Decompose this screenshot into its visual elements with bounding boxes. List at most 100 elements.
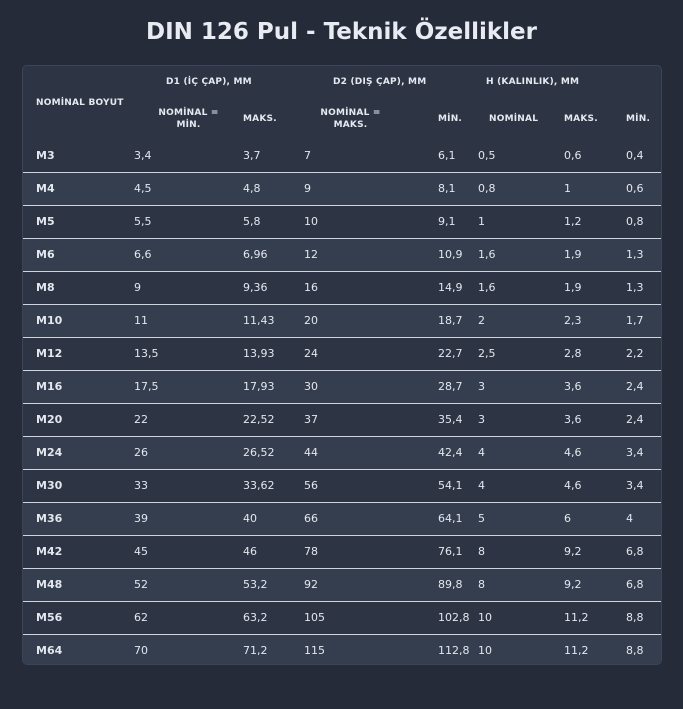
table-row: M30 33 33,62 56 54,1 4 4,6 3,4 xyxy=(23,468,661,502)
cell-d1-max: 9,36 xyxy=(243,270,304,304)
cell-h-min: 3,4 xyxy=(611,435,661,469)
cell-size: M48 xyxy=(23,567,134,601)
cell-d2-nominal-max: 56 xyxy=(304,468,423,502)
table-header: NOMİNAL BOYUT D1 (İÇ ÇAP), MM D2 (DIŞ ÇA… xyxy=(23,66,661,139)
cell-d2-min: 18,7 xyxy=(423,303,477,337)
cell-size: M20 xyxy=(23,402,134,436)
cell-d1-max: 4,8 xyxy=(243,171,304,205)
cell-size: M3 xyxy=(23,139,134,172)
cell-d1-max: 46 xyxy=(243,534,304,568)
cell-d1-nominal-min: 3,4 xyxy=(134,139,243,172)
cell-h-nominal: 8 xyxy=(476,567,552,601)
table-row: M24 26 26,52 44 42,4 4 4,6 3,4 xyxy=(23,435,661,469)
cell-size: M4 xyxy=(23,171,134,205)
cell-h-nominal: 5 xyxy=(476,501,552,535)
cell-d1-nominal-min: 11 xyxy=(134,303,243,337)
cell-size: M10 xyxy=(23,303,134,337)
cell-d2-nominal-max: 105 xyxy=(304,600,423,634)
header-d1-max: MAKS. xyxy=(243,113,277,124)
cell-d2-nominal-max: 20 xyxy=(304,303,423,337)
header-group-row: NOMİNAL BOYUT D1 (İÇ ÇAP), MM D2 (DIŞ ÇA… xyxy=(23,66,661,108)
cell-d2-nominal-max: 16 xyxy=(304,270,423,304)
table-row: M16 17,5 17,93 30 28,7 3 3,6 2,4 xyxy=(23,369,661,403)
table-row: M10 11 11,43 20 18,7 2 2,3 1,7 xyxy=(23,303,661,337)
cell-h-min: 6,8 xyxy=(611,534,661,568)
cell-d2-nominal-max: 10 xyxy=(304,204,423,238)
cell-size: M36 xyxy=(23,501,134,535)
header-sub-row: NOMİNAL = MİN. MAKS. NOMİNAL = MAKS. MİN… xyxy=(23,98,661,139)
cell-h-nominal: 2 xyxy=(476,303,552,337)
cell-d2-min: 9,1 xyxy=(423,204,477,238)
table-row: M48 52 53,2 92 89,8 8 9,2 6,8 xyxy=(23,567,661,601)
cell-d1-nominal-min: 26 xyxy=(134,435,243,469)
cell-size: M64 xyxy=(23,633,134,664)
spec-table: NOMİNAL BOYUT D1 (İÇ ÇAP), MM D2 (DIŞ ÇA… xyxy=(23,66,661,664)
cell-h-min: 1,3 xyxy=(611,237,661,271)
table-row: M20 22 22,52 37 35,4 3 3,6 2,4 xyxy=(23,402,661,436)
cell-d1-max: 3,7 xyxy=(243,139,304,172)
cell-size: M12 xyxy=(23,336,134,370)
cell-h-min: 1,3 xyxy=(611,270,661,304)
header-d2-min: MİN. xyxy=(438,113,463,124)
cell-d2-min: 10,9 xyxy=(423,237,477,271)
header-nominal-size: NOMİNAL BOYUT xyxy=(36,97,124,108)
cell-d2-nominal-max: 92 xyxy=(304,567,423,601)
cell-d1-max: 22,52 xyxy=(243,402,304,436)
cell-h-min: 4 xyxy=(611,501,661,535)
cell-d1-max: 26,52 xyxy=(243,435,304,469)
table-row: M36 39 40 66 64,1 5 6 4 xyxy=(23,501,661,535)
cell-h-nominal: 0,8 xyxy=(476,171,552,205)
cell-h-max: 2,3 xyxy=(551,303,612,337)
cell-d2-min: 14,9 xyxy=(423,270,477,304)
cell-d1-max: 13,93 xyxy=(243,336,304,370)
cell-d1-nominal-min: 39 xyxy=(134,501,243,535)
cell-h-max: 1,2 xyxy=(551,204,612,238)
header-d1-group: D1 (İÇ ÇAP), MM xyxy=(166,77,252,87)
table-row: M56 62 63,2 105 102,8 10 11,2 8,8 xyxy=(23,600,661,634)
cell-d1-nominal-min: 52 xyxy=(134,567,243,601)
cell-d2-min: 89,8 xyxy=(423,567,477,601)
cell-d1-nominal-min: 6,6 xyxy=(134,237,243,271)
cell-size: M5 xyxy=(23,204,134,238)
cell-d2-nominal-max: 24 xyxy=(304,336,423,370)
cell-size: M42 xyxy=(23,534,134,568)
page-title: DIN 126 Pul - Teknik Özellikler xyxy=(146,19,537,45)
cell-h-nominal: 2,5 xyxy=(476,336,552,370)
cell-h-min: 6,8 xyxy=(611,567,661,601)
cell-h-max: 0,6 xyxy=(551,139,612,172)
cell-d2-nominal-max: 30 xyxy=(304,369,423,403)
cell-size: M8 xyxy=(23,270,134,304)
cell-h-max: 3,6 xyxy=(551,369,612,403)
cell-size: M30 xyxy=(23,468,134,502)
spec-table-card: NOMİNAL BOYUT D1 (İÇ ÇAP), MM D2 (DIŞ ÇA… xyxy=(22,65,662,665)
cell-d2-min: 8,1 xyxy=(423,171,477,205)
cell-d2-min: 112,8 xyxy=(423,633,477,664)
cell-d1-max: 40 xyxy=(243,501,304,535)
cell-d1-max: 71,2 xyxy=(243,633,304,664)
cell-d2-min: 64,1 xyxy=(423,501,477,535)
cell-d1-max: 33,62 xyxy=(243,468,304,502)
cell-d1-nominal-min: 9 xyxy=(134,270,243,304)
header-h-max: MAKS. xyxy=(564,113,598,124)
table-row: M42 45 46 78 76,1 8 9,2 6,8 xyxy=(23,534,661,568)
cell-d2-min: 76,1 xyxy=(423,534,477,568)
cell-d1-nominal-min: 45 xyxy=(134,534,243,568)
cell-h-min: 8,8 xyxy=(611,600,661,634)
cell-h-min: 1,7 xyxy=(611,303,661,337)
table-row: M8 9 9,36 16 14,9 1,6 1,9 1,3 xyxy=(23,270,661,304)
table-row: M6 6,6 6,96 12 10,9 1,6 1,9 1,3 xyxy=(23,237,661,271)
cell-d1-nominal-min: 62 xyxy=(134,600,243,634)
cell-h-min: 3,4 xyxy=(611,468,661,502)
cell-d1-nominal-min: 22 xyxy=(134,402,243,436)
cell-h-nominal: 3 xyxy=(476,369,552,403)
header-h-group: H (KALINLIK), MM xyxy=(486,77,580,87)
cell-d2-nominal-max: 12 xyxy=(304,237,423,271)
cell-h-nominal: 1,6 xyxy=(476,270,552,304)
header-h-min: MİN. xyxy=(626,113,651,124)
cell-h-nominal: 1,6 xyxy=(476,237,552,271)
table-row: M4 4,5 4,8 9 8,1 0,8 1 0,6 xyxy=(23,171,661,205)
cell-size: M6 xyxy=(23,237,134,271)
cell-h-nominal: 8 xyxy=(476,534,552,568)
cell-h-nominal: 10 xyxy=(476,600,552,634)
cell-h-max: 9,2 xyxy=(551,567,612,601)
